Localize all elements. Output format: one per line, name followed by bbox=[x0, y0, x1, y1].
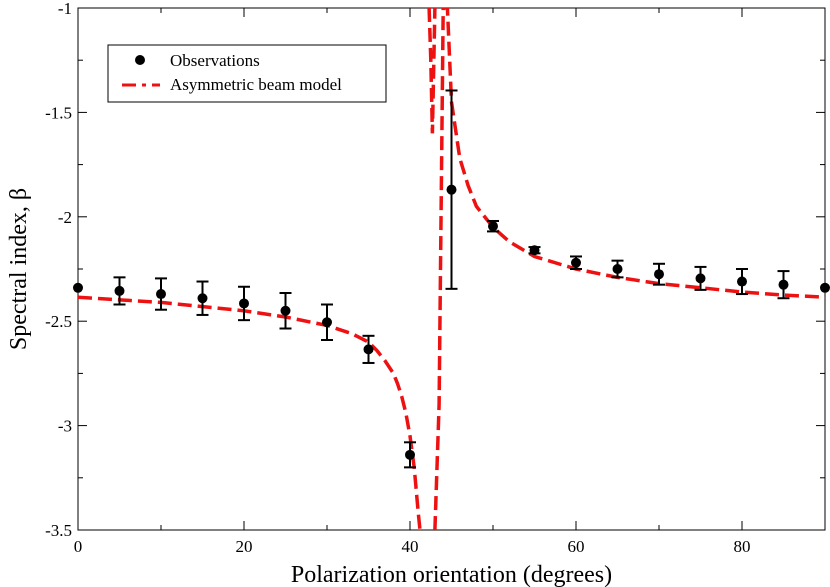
x-tick-label: 60 bbox=[568, 537, 585, 556]
model-segment bbox=[433, 8, 825, 530]
data-point bbox=[778, 279, 789, 290]
legend-box bbox=[107, 44, 387, 103]
legend-label-observations: Observations bbox=[170, 51, 260, 70]
y-tick-label: -2.5 bbox=[45, 312, 72, 331]
data-point bbox=[571, 257, 581, 268]
data-point bbox=[322, 317, 332, 328]
legend-marker-observations bbox=[135, 55, 145, 65]
data-point bbox=[820, 282, 830, 293]
y-tick-label: -1.5 bbox=[45, 103, 72, 122]
x-tick-label: 40 bbox=[402, 537, 419, 556]
x-tick-label: 20 bbox=[236, 537, 253, 556]
data-point bbox=[612, 264, 623, 274]
observations bbox=[73, 89, 830, 469]
data-point bbox=[405, 449, 415, 460]
data-point bbox=[280, 305, 291, 316]
axis-ticks: 0 20 40 60 80 -3.5 -3 -2.5 -2 -1.5 -1 bbox=[45, 0, 825, 556]
x-tick-label: 80 bbox=[734, 537, 751, 556]
data-point bbox=[197, 293, 208, 304]
x-axis-label: Polarization orientation (degrees) bbox=[291, 562, 612, 587]
data-point bbox=[363, 344, 374, 355]
y-tick-label: -3 bbox=[58, 417, 72, 436]
y-tick-label: -3.5 bbox=[45, 521, 72, 540]
data-point bbox=[73, 282, 83, 293]
y-tick-label: -1 bbox=[58, 0, 72, 18]
data-point bbox=[488, 221, 498, 232]
data-point bbox=[114, 285, 125, 296]
legend-label-model: Asymmetric beam model bbox=[170, 75, 342, 94]
model-curve bbox=[78, 8, 825, 530]
model-segment bbox=[427, 8, 437, 134]
data-point bbox=[529, 245, 540, 256]
x-tick-label: 0 bbox=[74, 537, 83, 556]
data-point bbox=[156, 289, 166, 300]
data-point bbox=[695, 273, 706, 284]
model-segment bbox=[78, 295, 422, 530]
data-point bbox=[654, 269, 664, 280]
data-point bbox=[446, 184, 457, 195]
y-axis-label: Spectral index, β bbox=[6, 188, 32, 350]
legend: Observations Asymmetric beam model bbox=[107, 44, 387, 103]
data-point bbox=[737, 276, 747, 287]
data-point bbox=[239, 298, 249, 309]
y-tick-label: -2 bbox=[58, 208, 72, 227]
